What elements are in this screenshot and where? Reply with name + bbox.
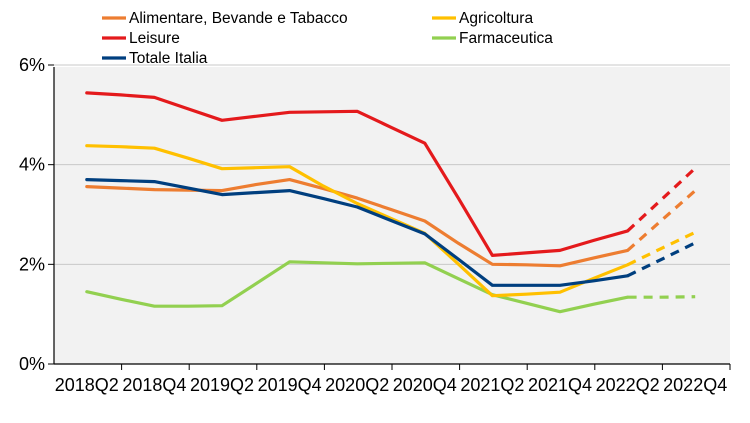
plot-area: [54, 67, 730, 364]
legend-label-alimentare-bevande-e-tabacco: Alimentare, Bevande e Tabacco: [129, 10, 348, 27]
series-line-farmaceutica: [85, 260, 630, 314]
y-tick-label: 6%: [19, 55, 45, 75]
y-tick-label: 2%: [19, 254, 45, 274]
x-tick-label: 2019Q2: [190, 375, 254, 395]
legend-label-totale-italia: Totale Italia: [129, 50, 208, 67]
series-forecast-line-totale-italia: [626, 241, 696, 278]
x-axis-ticks: 2018Q2 2018Q4 2019Q2 2019Q4 2020Q2 2020Q4 2021…: [55, 364, 731, 395]
y-tick-label: 0%: [19, 354, 45, 374]
x-tick-label: 2018Q2: [55, 375, 119, 395]
x-tick-label: 2022Q4: [663, 375, 727, 395]
legend-label-leisure: Leisure: [129, 30, 180, 47]
legend-label-farmaceutica: Farmaceutica: [459, 30, 553, 47]
series-line-alimentare-bevande-e-tabacco: [85, 178, 630, 268]
legend: Alimentare, Bevande e Tabacco Agricoltura…: [102, 10, 553, 67]
series-line-totale-italia: [85, 178, 630, 287]
x-tick-label: 2018Q4: [122, 375, 186, 395]
legend-label-agricoltura: Agricoltura: [459, 10, 533, 27]
x-tick-label: 2019Q4: [258, 375, 322, 395]
x-tick-label: 2021Q4: [528, 375, 592, 395]
series-forecast-line-farmaceutica: [627, 295, 696, 299]
y-tick-label: 4%: [19, 155, 45, 175]
x-tick-label: 2020Q2: [325, 375, 389, 395]
series-line-agricoltura: [85, 144, 630, 298]
series-line-leisure: [85, 91, 630, 257]
y-axis-ticks: 0% 2% 4% 6%: [19, 55, 54, 374]
series-forecast-line-agricoltura: [626, 230, 696, 267]
x-tick-label: 2022Q2: [596, 375, 660, 395]
x-tick-label: 2020Q4: [393, 375, 457, 395]
series-layer: [85, 91, 697, 314]
x-tick-label: 2021Q2: [460, 375, 524, 395]
